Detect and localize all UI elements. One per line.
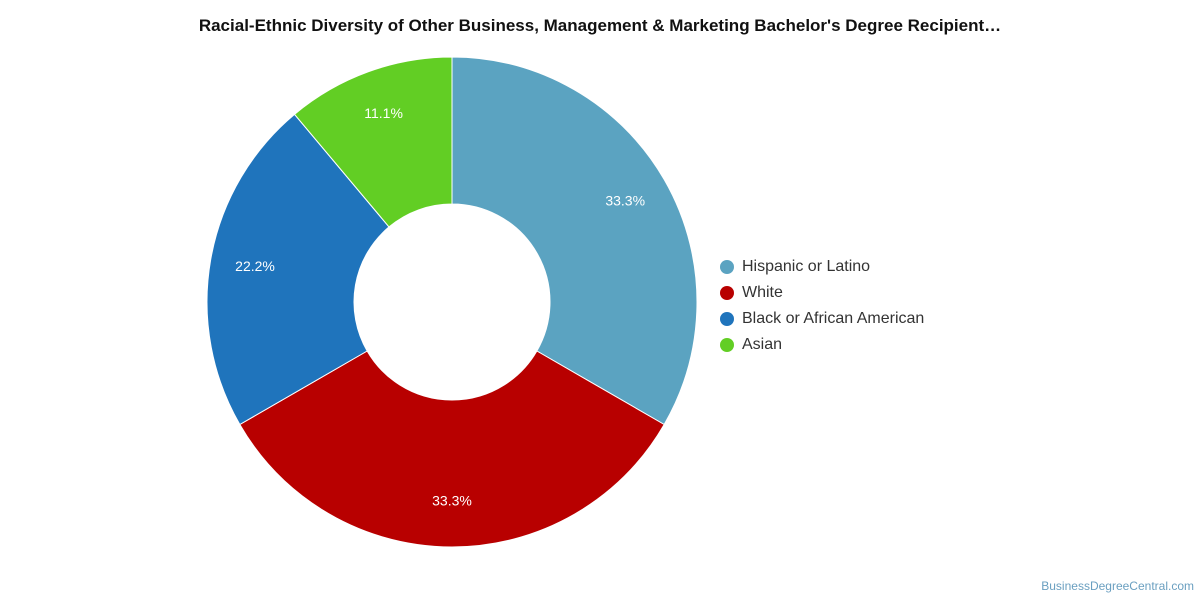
legend-label-hispanic: Hispanic or Latino (742, 258, 871, 275)
slice-label-asian: 11.1% (364, 105, 403, 121)
chart-title: Racial-Ethnic Diversity of Other Busines… (198, 16, 1002, 35)
legend-marker-black (720, 312, 734, 326)
legend-label-asian: Asian (742, 336, 783, 353)
legend-item-asian[interactable]: Asian (720, 332, 924, 358)
slice-asian[interactable] (293, 56, 453, 228)
legend: Hispanic or Latino White Black or Africa… (720, 254, 924, 358)
slice-hispanic[interactable] (451, 56, 698, 426)
legend-marker-asian (720, 338, 734, 352)
legend-item-black[interactable]: Black or African American (720, 306, 924, 332)
legend-item-hispanic[interactable]: Hispanic or Latino (720, 254, 924, 280)
source-credit[interactable]: BusinessDegreeCentral.com (1041, 579, 1194, 593)
legend-marker-hispanic (720, 260, 734, 274)
slice-white[interactable] (239, 350, 665, 548)
slice-label-hispanic: 33.3% (605, 193, 645, 209)
legend-marker-white (720, 286, 734, 300)
slice-label-black: 22.2% (235, 258, 275, 274)
legend-item-white[interactable]: White (720, 280, 924, 306)
slice-label-white: 33.3% (432, 493, 472, 509)
slice-black[interactable] (206, 113, 390, 426)
legend-label-black: Black or African American (742, 310, 925, 327)
legend-label-white: White (742, 284, 783, 301)
